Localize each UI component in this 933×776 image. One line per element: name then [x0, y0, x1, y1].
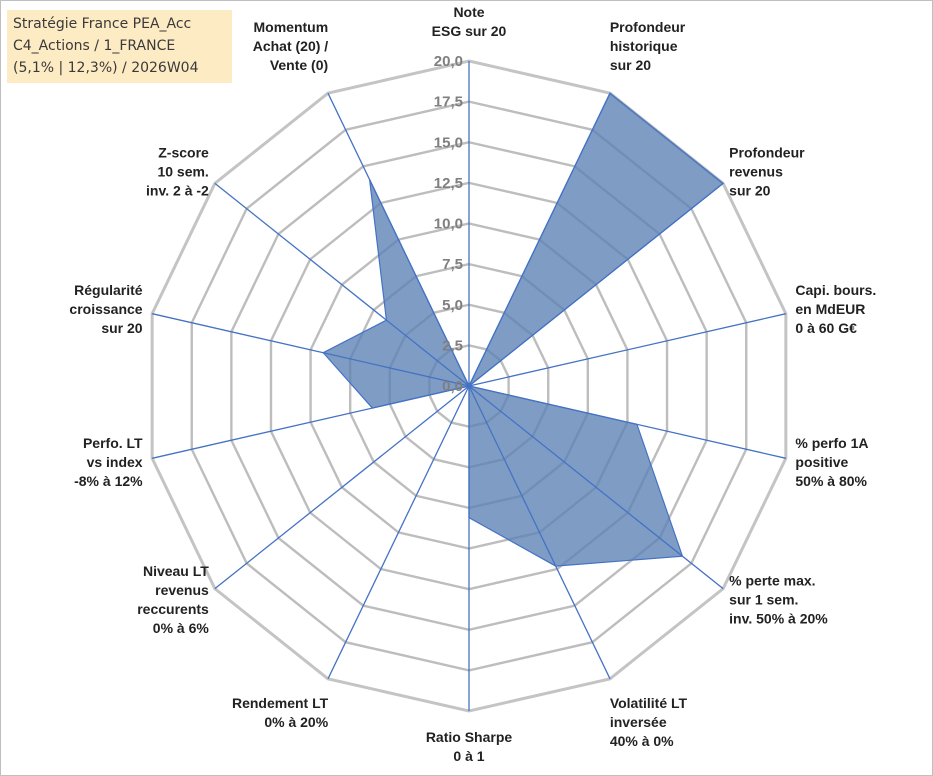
category-label-7: Volatilité LT inversée 40% à 0% — [610, 695, 688, 749]
category-label-14: Momentum Achat (20) / Vente (0) — [253, 19, 329, 73]
tick-label: 0,0 — [442, 378, 463, 395]
chart-title-line-2: C4_Actions / 1_FRANCE — [13, 38, 176, 54]
tick-label: 10,0 — [434, 216, 463, 233]
axis-layer — [152, 61, 786, 711]
category-label-6: % perte max. sur 1 sem. inv. 50% à 20% — [729, 572, 828, 626]
category-label-8: Ratio Sharpe 0 à 1 — [426, 729, 513, 764]
category-label-11: Perfo. LT vs index -8% à 12% — [74, 435, 143, 489]
chart-title-line-3: (5,1% | 12,3%) / 2026W04 — [13, 60, 199, 76]
axis-spoke-14 — [327, 92, 470, 387]
axis-spoke-6 — [468, 385, 724, 590]
tick-label: 17,5 — [434, 94, 463, 111]
tick-label: 20,0 — [434, 53, 463, 70]
category-label-5: % perfo 1A positive 50% à 80% — [795, 435, 868, 489]
category-label-12: Régularité croissance sur 20 — [69, 282, 142, 336]
tick-label: 2,5 — [442, 337, 463, 354]
axis-spoke-5 — [468, 385, 786, 459]
axis-spoke-12 — [152, 313, 470, 387]
axis-spoke-10 — [214, 385, 470, 590]
tick-label: 7,5 — [442, 256, 463, 273]
series-layer — [322, 92, 725, 567]
axis-spoke-2 — [468, 92, 611, 387]
category-label-13: Z-score 10 sem. inv. 2 à -2 — [146, 145, 209, 199]
axis-spoke-3 — [468, 182, 724, 387]
tick-label: 15,0 — [434, 134, 463, 151]
category-label-4: Capi. bours. en MdEUR 0 à 60 G€ — [795, 282, 876, 336]
chart-title-box: Stratégie France PEA_Acc C4_Actions / 1_… — [7, 10, 232, 83]
axis-spoke-9 — [327, 385, 470, 680]
axis-spoke-13 — [214, 182, 470, 387]
category-label-3: Profondeur revenus sur 20 — [729, 145, 805, 199]
category-label-10: Niveau LT revenus reccurents 0% à 6% — [137, 563, 209, 636]
axis-spoke-4 — [468, 313, 786, 387]
tick-label-layer: 0,0 2,5 5,0 7,5 10,0 12,5 15,0 17,5 20,0 — [434, 53, 463, 395]
tick-label: 5,0 — [442, 297, 463, 314]
series-area — [322, 92, 725, 567]
axis-spoke-7 — [468, 385, 611, 680]
category-label-1: Note ESG sur 20 — [432, 4, 507, 39]
tick-label: 12,5 — [434, 175, 463, 192]
category-label-9: Rendement LT 0% à 20% — [232, 695, 329, 730]
category-label-2: Profondeur historique sur 20 — [610, 19, 686, 73]
category-label-layer: Note ESG sur 20 Profondeur historique sur 20… — [69, 4, 876, 764]
chart-title-line-1: Stratégie France PEA_Acc — [13, 16, 192, 32]
axis-spoke-11 — [152, 385, 470, 459]
